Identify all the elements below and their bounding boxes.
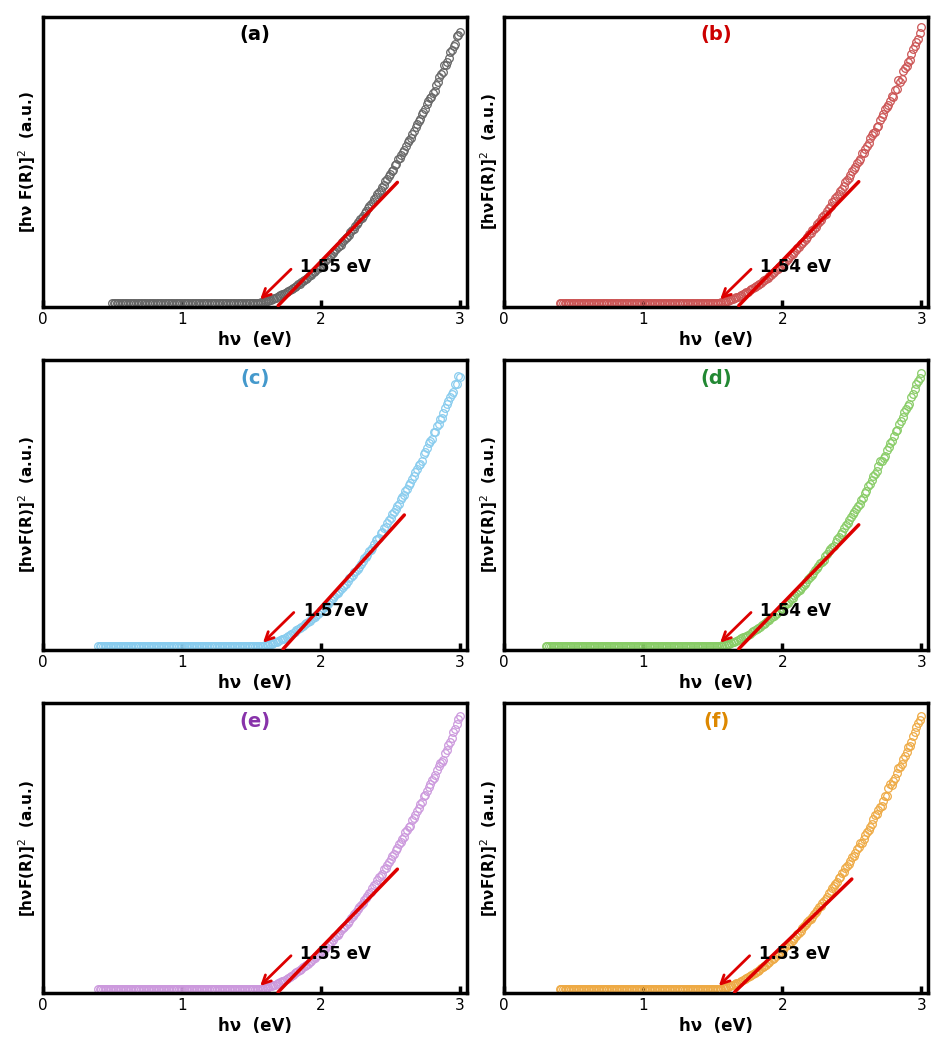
Text: 1.55 eV: 1.55 eV	[299, 259, 370, 277]
Y-axis label: [hνF(R)]$^2$  (a.u.): [hνF(R)]$^2$ (a.u.)	[478, 437, 499, 573]
Y-axis label: [hν F(R)]$^2$  (a.u.): [hν F(R)]$^2$ (a.u.)	[17, 90, 39, 232]
X-axis label: hν  (eV): hν (eV)	[217, 330, 292, 349]
X-axis label: hν  (eV): hν (eV)	[217, 1017, 292, 1035]
Text: (d): (d)	[700, 368, 732, 387]
Text: 1.53 eV: 1.53 eV	[758, 945, 829, 963]
X-axis label: hν  (eV): hν (eV)	[679, 330, 752, 349]
Text: 1.55 eV: 1.55 eV	[299, 945, 370, 963]
Text: (b): (b)	[700, 25, 732, 44]
Text: (c): (c)	[240, 368, 269, 387]
Y-axis label: [hνF(R)]$^2$  (a.u.): [hνF(R)]$^2$ (a.u.)	[17, 780, 39, 916]
Text: 1.54 eV: 1.54 eV	[759, 602, 830, 620]
Text: 1.57eV: 1.57eV	[302, 602, 367, 620]
X-axis label: hν  (eV): hν (eV)	[679, 674, 752, 692]
Text: (a): (a)	[239, 25, 270, 44]
X-axis label: hν  (eV): hν (eV)	[217, 674, 292, 692]
Text: 1.54 eV: 1.54 eV	[759, 259, 830, 277]
Text: (e): (e)	[239, 712, 270, 731]
Text: (f): (f)	[702, 712, 729, 731]
Y-axis label: [hνF(R)]$^2$  (a.u.): [hνF(R)]$^2$ (a.u.)	[17, 437, 39, 573]
X-axis label: hν  (eV): hν (eV)	[679, 1017, 752, 1035]
Y-axis label: [hνF(R)]$^2$  (a.u.): [hνF(R)]$^2$ (a.u.)	[478, 94, 499, 230]
Y-axis label: [hνF(R)]$^2$  (a.u.): [hνF(R)]$^2$ (a.u.)	[478, 780, 499, 916]
